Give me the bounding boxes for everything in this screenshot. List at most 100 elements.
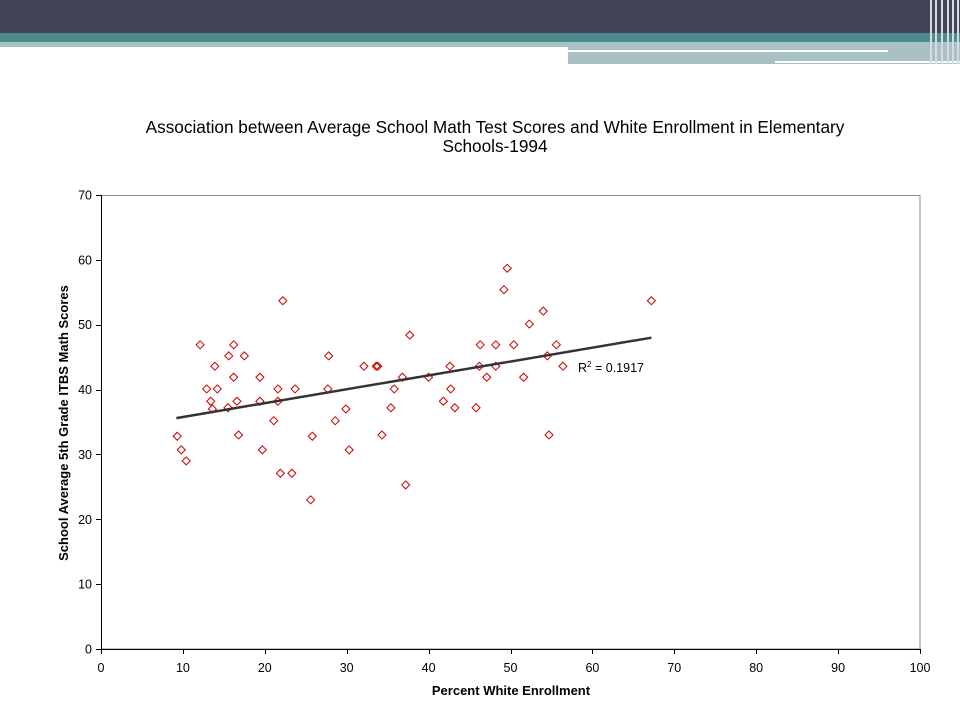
data-point (491, 340, 501, 350)
header-rule-line (568, 50, 888, 52)
x-tick-label: 40 (422, 661, 436, 675)
header-vertical-rule (941, 0, 943, 64)
header-rule-line (775, 61, 960, 63)
header-vertical-rule (947, 0, 949, 64)
data-point (558, 361, 568, 371)
header-dark-band (0, 0, 960, 33)
x-tick-label: 30 (340, 661, 354, 675)
data-point (233, 430, 244, 440)
y-tick-label: 0 (85, 643, 92, 657)
header-light-band-right (568, 42, 960, 64)
data-point (438, 396, 449, 406)
data-point (278, 296, 288, 306)
data-point (257, 445, 268, 455)
data-point (397, 372, 408, 382)
y-tick-label: 10 (78, 578, 92, 592)
data-point (475, 340, 485, 350)
data-point (446, 384, 456, 394)
data-point (255, 396, 265, 406)
r-squared-value: = 0.1917 (595, 361, 644, 375)
header-vertical-rules (928, 0, 960, 64)
header-vertical-rule (930, 0, 932, 64)
data-point (341, 404, 351, 414)
data-point (445, 361, 455, 371)
x-tick-label: 50 (504, 661, 518, 675)
data-point (287, 468, 297, 478)
data-point (400, 480, 411, 490)
data-point (389, 384, 399, 394)
data-point (474, 361, 485, 371)
header-vertical-rule (952, 0, 954, 64)
x-tick-label: 90 (831, 661, 845, 675)
data-point (307, 431, 318, 441)
data-point (255, 372, 265, 382)
header-vertical-rule (935, 0, 937, 64)
data-point (290, 384, 300, 394)
y-tick-label: 40 (78, 383, 92, 397)
r-squared-label: R2 = 0.1917 (578, 360, 644, 375)
x-tick-label: 80 (749, 661, 763, 675)
data-point (344, 445, 354, 455)
data-point (239, 351, 250, 361)
y-axis-title: School Average 5th Grade ITBS Math Score… (56, 285, 71, 561)
data-point (386, 403, 396, 413)
data-point (172, 431, 182, 441)
x-tick-label: 70 (667, 661, 681, 675)
data-point (502, 263, 512, 273)
y-tick-label: 50 (78, 318, 92, 332)
data-point (377, 430, 387, 440)
data-point (275, 468, 286, 478)
data-point (371, 361, 381, 371)
data-point (181, 456, 191, 466)
y-tick-label: 30 (78, 448, 92, 462)
x-tick-label: 20 (258, 661, 272, 675)
data-point (323, 351, 334, 361)
data-point (471, 403, 481, 413)
data-point (499, 284, 509, 295)
data-point (538, 306, 548, 316)
y-tick-label: 60 (78, 253, 92, 267)
data-point (518, 372, 529, 382)
y-tick-label: 70 (78, 189, 92, 203)
data-point (176, 445, 186, 455)
data-point (305, 495, 316, 505)
data-point (232, 396, 242, 406)
axis-ticks: 0 10 20 30 40 50 60 70 0 10 20 30 40 50 60 70 80 90 100 (78, 189, 930, 676)
x-tick-label: 100 (910, 661, 931, 675)
data-point (330, 415, 340, 426)
header-vertical-rule (957, 0, 959, 64)
data-point (195, 340, 205, 350)
data-point (212, 384, 223, 394)
x-tick-label: 10 (176, 661, 190, 675)
data-point (482, 372, 492, 382)
data-point (210, 361, 220, 371)
data-point (359, 361, 369, 371)
data-point (273, 384, 283, 394)
data-point (524, 319, 535, 329)
header-teal-band (0, 33, 960, 42)
data-point (646, 296, 657, 306)
header-light-band-left (0, 42, 568, 47)
plot-area-border (101, 195, 921, 650)
r-squared-base: R (578, 361, 587, 375)
data-point (206, 396, 216, 406)
chart-title: Association between Average School Math … (145, 117, 845, 156)
data-point (544, 430, 554, 440)
data-point (224, 351, 234, 361)
y-tick-label: 20 (78, 513, 92, 527)
data-points (172, 263, 657, 505)
data-point (551, 340, 562, 350)
x-axis-title: Percent White Enrollment (432, 683, 591, 698)
trendline (176, 336, 652, 420)
data-point (223, 403, 233, 413)
data-point (450, 403, 460, 413)
data-point (269, 415, 279, 426)
data-point (373, 361, 383, 371)
r-squared-superscript: 2 (587, 360, 592, 369)
data-point (201, 384, 212, 394)
x-tick-label: 0 (98, 661, 105, 675)
data-point (228, 340, 239, 350)
data-point (228, 372, 239, 382)
